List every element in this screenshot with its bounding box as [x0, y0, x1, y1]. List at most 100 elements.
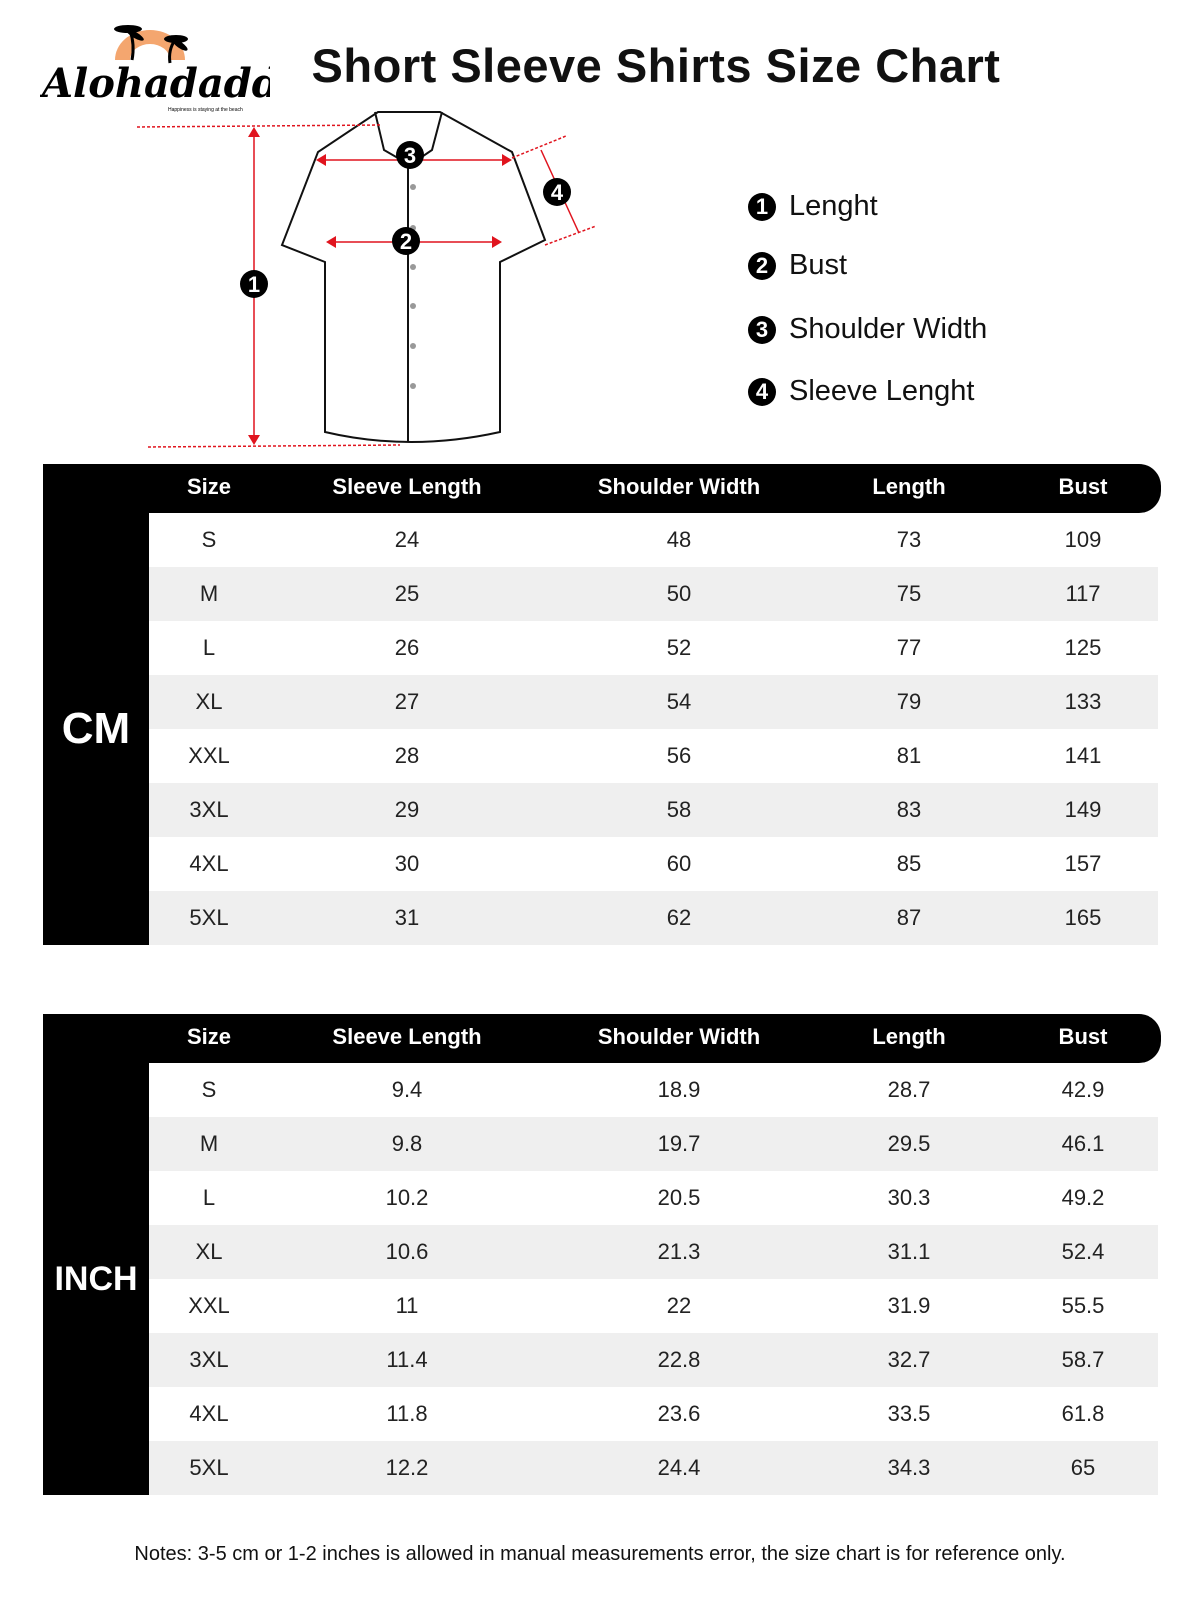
table-cell: 85: [896, 851, 922, 876]
table-cell: 30: [394, 851, 420, 876]
svg-text:Alohadaddy: Alohadaddy: [40, 60, 270, 107]
table-cell: 3XL: [189, 797, 229, 822]
table-row: XXL 11 22 31.9 55.5: [149, 1279, 1158, 1333]
table-cell: 30.3: [887, 1185, 931, 1210]
table-row: XXL 28 56 81 141: [149, 729, 1158, 783]
table-cell: 29.5: [887, 1131, 931, 1156]
table-cell: 75: [896, 581, 922, 606]
column-header: Size: [186, 1024, 232, 1049]
column-header: Length: [872, 474, 946, 499]
table-cell: 58: [666, 797, 692, 822]
table-header: Size Sleeve Length Shoulder Width Length Bus…: [43, 1014, 1161, 1063]
table-cell: 20.5: [657, 1185, 701, 1210]
table-cell: 46.1: [1061, 1131, 1105, 1156]
table-cell: 48: [666, 527, 692, 552]
shirt-diagram: 1 2 3 4: [136, 111, 597, 448]
table-cell: 157: [1064, 851, 1102, 876]
table-cell: 55.5: [1061, 1293, 1105, 1318]
table-cell: XXL: [188, 1293, 230, 1318]
table-row: M 9.8 19.7 29.5 46.1: [149, 1117, 1158, 1171]
table-cell: 18.9: [657, 1077, 701, 1102]
table-cell: 79: [896, 689, 922, 714]
page-title: Short Sleeve Shirts Size Chart: [311, 39, 1001, 92]
table-cell: 4XL: [189, 1401, 229, 1426]
table-cell: 165: [1064, 905, 1102, 930]
table-row: L 26 52 77 125: [149, 621, 1158, 675]
column-header: Sleeve Length: [332, 474, 482, 499]
table-cell: M: [199, 1131, 219, 1156]
table-cell: 58.7: [1061, 1347, 1105, 1372]
table-row: XL 10.6 21.3 31.1 52.4: [149, 1225, 1158, 1279]
table-cell: 5XL: [189, 905, 229, 930]
table-cell: 4XL: [189, 851, 229, 876]
table-row: S 9.4 18.9 28.7 42.9: [149, 1063, 1158, 1117]
table-cell: 21.3: [657, 1239, 701, 1264]
column-header: Sleeve Length: [332, 1024, 482, 1049]
legend-item: 1 Lenght: [748, 190, 878, 223]
table-cell: 3XL: [189, 1347, 229, 1372]
table-cell: 42.9: [1061, 1077, 1105, 1102]
table-cell: 149: [1064, 797, 1102, 822]
table-row: 3XL 29 58 83 149: [149, 783, 1158, 837]
table-cell: 11.4: [386, 1347, 428, 1372]
table-cell: 31.9: [887, 1293, 931, 1318]
table-cell: M: [199, 581, 219, 606]
table-cell: 24.4: [657, 1455, 701, 1480]
table-row: M 25 50 75 117: [149, 567, 1158, 621]
table-row: XL 27 54 79 133: [149, 675, 1158, 729]
marker-2: 2: [400, 229, 412, 254]
table-cell: 61.8: [1061, 1401, 1105, 1426]
table-cell: L: [202, 635, 216, 660]
unit-label: CM: [43, 513, 149, 945]
table-cell: 34.3: [887, 1455, 931, 1480]
table-cell: 28: [394, 743, 420, 768]
table-cell: 52: [666, 635, 692, 660]
table-cell: XL: [195, 689, 223, 714]
table-cell: 32.7: [887, 1347, 931, 1372]
table-cell: 87: [896, 905, 922, 930]
table-cell: 10.2: [385, 1185, 429, 1210]
table-cell: 31.1: [887, 1239, 931, 1264]
table-row: 5XL 12.2 24.4 34.3 65: [149, 1441, 1158, 1495]
legend-item: 4 Sleeve Lenght: [748, 375, 974, 408]
table-cell: 81: [896, 743, 922, 768]
legend-item: 3 Shoulder Width: [748, 313, 987, 346]
notes: Notes: 3-5 cm or 1-2 inches is allowed i…: [134, 1543, 1066, 1565]
marker-3: 3: [404, 143, 416, 168]
marker-4: 4: [551, 180, 564, 205]
number-1-icon: 1: [748, 192, 776, 221]
table-cell: 19.7: [657, 1131, 701, 1156]
table-cell: 109: [1064, 527, 1102, 552]
table-row: L 10.2 20.5 30.3 49.2: [149, 1171, 1158, 1225]
table-cell: 9.4: [391, 1077, 423, 1102]
legend-label: Sleeve Lenght: [789, 375, 975, 407]
table-cell: 65: [1070, 1455, 1096, 1480]
table-cell: 31: [394, 905, 420, 930]
number-4-icon: 4: [748, 377, 776, 406]
table-row: 4XL 11.8 23.6 33.5 61.8: [149, 1387, 1158, 1441]
table-cell: 56: [666, 743, 692, 768]
table-cell: 62: [666, 905, 692, 930]
column-header: Shoulder Width: [597, 474, 761, 499]
measure-markers: 1 2 3 4: [240, 141, 571, 298]
table-row: 3XL 11.4 22.8 32.7 58.7: [149, 1333, 1158, 1387]
legend-label: Shoulder Width: [789, 313, 988, 345]
table-cell: 83: [896, 797, 922, 822]
unit-label: INCH: [43, 1063, 149, 1495]
table-cell: 22: [666, 1293, 692, 1318]
table-cell: 52.4: [1061, 1239, 1105, 1264]
table-cell: S: [201, 1077, 217, 1102]
table-cell: 9.8: [391, 1131, 423, 1156]
table-cell: 73: [896, 527, 922, 552]
marker-1: 1: [248, 272, 260, 297]
table-cell: 33.5: [887, 1401, 931, 1426]
table-cell: 29: [394, 797, 420, 822]
column-header: Length: [872, 1024, 946, 1049]
column-header: Size: [186, 474, 232, 499]
table-cell: 117: [1065, 581, 1101, 606]
table-cell: 26: [394, 635, 420, 660]
table-cell: L: [202, 1185, 216, 1210]
column-header: Bust: [1058, 1024, 1108, 1049]
table-cell: 25: [394, 581, 420, 606]
table-row: 4XL 30 60 85 157: [149, 837, 1158, 891]
